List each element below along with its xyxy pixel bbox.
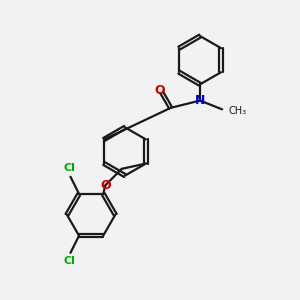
Text: O: O: [100, 178, 111, 191]
Text: O: O: [155, 84, 165, 97]
Text: CH₃: CH₃: [228, 106, 246, 116]
Text: Cl: Cl: [63, 256, 75, 266]
Text: N: N: [195, 94, 205, 107]
Text: Cl: Cl: [63, 163, 75, 173]
